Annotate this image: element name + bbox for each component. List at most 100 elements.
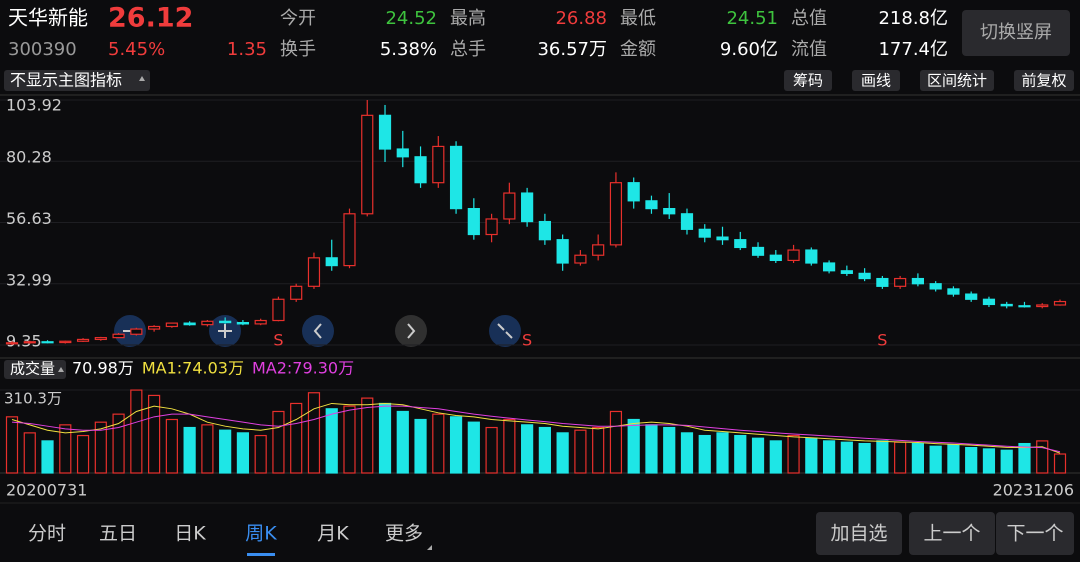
candle-body	[947, 288, 960, 295]
volume-bar	[663, 426, 676, 474]
toolbar-button[interactable]	[1014, 70, 1074, 91]
stock-name: 天华新能	[8, 6, 88, 30]
volume-bar	[1000, 449, 1013, 474]
candle-body	[982, 298, 996, 306]
toolbar-button[interactable]	[920, 70, 994, 91]
candle-body	[361, 114, 374, 215]
candle-body	[254, 319, 267, 325]
tab[interactable]: 日K	[174, 523, 206, 545]
toolbar-button[interactable]	[784, 70, 832, 91]
candle-body	[716, 236, 729, 241]
field-label: 换手	[280, 39, 316, 60]
volume-bar	[751, 437, 765, 474]
icon	[407, 323, 416, 339]
volume-bar	[947, 444, 960, 474]
volume-bar	[201, 424, 214, 474]
toolbar-label: 前复权	[1021, 72, 1066, 90]
candle-body	[521, 192, 534, 223]
candle-body	[627, 182, 640, 202]
volume-bar	[627, 418, 640, 474]
volume-bar	[414, 418, 427, 474]
volume-bar	[219, 429, 232, 474]
volume-bar	[41, 440, 54, 474]
volume-select[interactable]	[4, 360, 66, 379]
volume-bar	[112, 413, 125, 474]
field-value: 24.52	[385, 8, 437, 29]
volume-legend: MA1:74.03万	[142, 359, 244, 378]
action-button[interactable]	[909, 512, 995, 555]
volume-bar	[76, 434, 90, 474]
volume-bar	[432, 413, 445, 474]
candle-body	[219, 320, 232, 324]
volume-bar	[5, 416, 19, 474]
prev-button[interactable]	[302, 315, 334, 347]
action-label: 加自选	[830, 523, 887, 545]
field-value: 36.57万	[537, 39, 607, 60]
action-button[interactable]	[996, 512, 1074, 555]
field-label: 金额	[620, 39, 656, 60]
x-end: 20231206	[993, 481, 1074, 500]
candle-body	[858, 272, 871, 280]
volume-bar	[23, 432, 36, 474]
field-value: 5.38%	[380, 39, 437, 60]
volume-bar	[236, 432, 250, 474]
icon	[497, 323, 513, 339]
y-tick-label: 103.92	[6, 96, 62, 115]
y-tick-label: 32.99	[6, 270, 52, 289]
volume-bar	[290, 402, 303, 474]
tab[interactable]: 五日	[99, 523, 137, 545]
volume-bar	[130, 389, 143, 474]
field-label: 总手	[450, 39, 486, 60]
tab[interactable]: 更多	[385, 523, 423, 545]
volume-bar	[272, 410, 285, 474]
candle-body	[325, 257, 338, 267]
candle-body	[698, 228, 711, 238]
volume-bar	[787, 434, 800, 474]
volume-bar	[521, 424, 534, 474]
indicator-select[interactable]	[4, 70, 150, 91]
dropdown-arrow	[139, 76, 145, 81]
action-button[interactable]	[816, 512, 902, 555]
candle-body	[805, 249, 818, 264]
icon	[313, 323, 322, 339]
volume-bar	[609, 410, 623, 474]
volume-bar	[965, 446, 978, 474]
y-tick-label: 310.3万	[4, 390, 62, 408]
action-label: 上一个	[923, 523, 980, 545]
candle-body	[592, 244, 605, 256]
volume-bar	[574, 429, 587, 474]
field-label: 总值	[791, 8, 827, 29]
volume-bar	[734, 434, 747, 474]
candle-body	[414, 156, 427, 184]
tab[interactable]: 周K	[245, 523, 277, 545]
volume-bar	[822, 440, 836, 474]
dropdown-arrow	[58, 367, 64, 372]
volume-bar	[645, 424, 658, 474]
candle-body	[574, 254, 587, 264]
action-label: 下一个	[1006, 523, 1063, 545]
stock-price: 26.12	[108, 3, 193, 34]
volume-bar	[769, 440, 782, 474]
toolbar-label: 画线	[861, 72, 891, 90]
reset-button[interactable]	[489, 315, 521, 347]
field-label: 最高	[450, 8, 486, 29]
candle-body	[396, 148, 409, 158]
next-button[interactable]	[395, 315, 427, 347]
signal-marker: S	[273, 331, 283, 350]
candle-body	[822, 262, 836, 272]
candle-body	[272, 298, 285, 322]
candle-body	[556, 239, 569, 264]
volume-bar	[254, 434, 267, 474]
tab[interactable]: 分时	[28, 523, 66, 545]
candle-body	[1000, 303, 1013, 307]
volume-bar	[592, 426, 605, 474]
candle-body	[911, 277, 924, 285]
switch-button[interactable]	[962, 10, 1070, 56]
tab[interactable]: 月K	[317, 523, 349, 545]
field-label: 最低	[620, 8, 656, 29]
candle-body	[1018, 305, 1031, 308]
toolbar-button[interactable]	[852, 70, 900, 91]
field-value: 9.60亿	[720, 39, 778, 60]
candle-body	[680, 213, 694, 230]
toolbar-label: 筹码	[793, 72, 823, 90]
